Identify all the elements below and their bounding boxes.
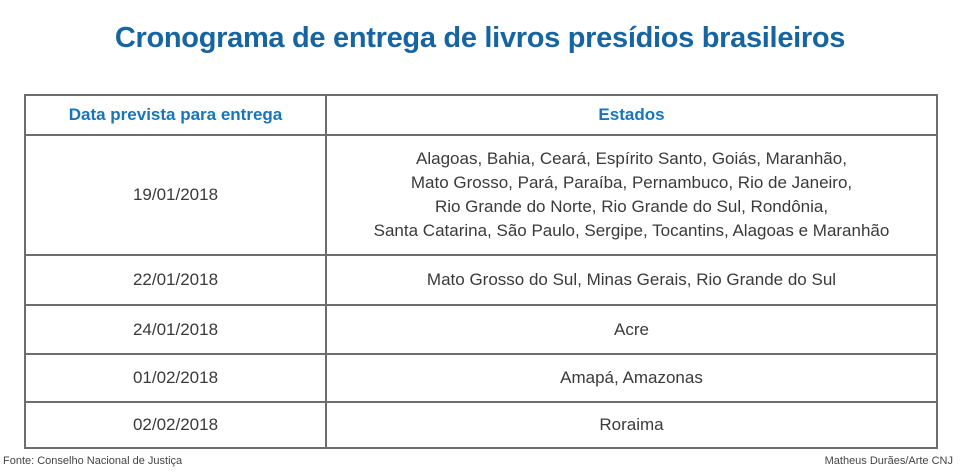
states-line: Rio Grande do Norte, Rio Grande do Sul, …: [434, 197, 829, 216]
table-header-row: Data prevista para entrega Estados: [24, 94, 938, 136]
states-cell: Mato Grosso do Sul, Minas Gerais, Rio Gr…: [325, 254, 938, 306]
date-cell: 02/02/2018: [24, 401, 327, 449]
states-cell: Roraima: [325, 401, 938, 449]
states-cell: Amapá, Amazonas: [325, 353, 938, 403]
table-row: 19/01/2018 Alagoas, Bahia, Ceará, Espíri…: [24, 134, 938, 256]
date-cell: 22/01/2018: [24, 254, 327, 306]
date-cell: 24/01/2018: [24, 304, 327, 355]
states-cell: Alagoas, Bahia, Ceará, Espírito Santo, G…: [325, 134, 938, 256]
table-row: 24/01/2018 Acre: [24, 304, 938, 355]
states-line: Alagoas, Bahia, Ceará, Espírito Santo, G…: [416, 149, 847, 168]
states-line: Santa Catarina, São Paulo, Sergipe, Toca…: [373, 221, 890, 240]
table-row: 22/01/2018 Mato Grosso do Sul, Minas Ger…: [24, 254, 938, 306]
column-header-states: Estados: [325, 94, 938, 136]
date-cell: 01/02/2018: [24, 353, 327, 403]
delivery-schedule-table: Data prevista para entrega Estados 19/01…: [24, 94, 938, 449]
table-row: 02/02/2018 Roraima: [24, 401, 938, 449]
source-credit: Fonte: Conselho Nacional de Justiça: [3, 455, 183, 467]
date-cell: 19/01/2018: [24, 134, 327, 256]
author-credit: Matheus Durães/Arte CNJ: [824, 455, 953, 467]
table-row: 01/02/2018 Amapá, Amazonas: [24, 353, 938, 403]
states-cell: Acre: [325, 304, 938, 355]
column-header-date: Data prevista para entrega: [24, 94, 327, 136]
states-line: Mato Grosso, Pará, Paraíba, Pernambuco, …: [410, 173, 853, 192]
page-title: Cronograma de entrega de livros presídio…: [114, 22, 846, 54]
